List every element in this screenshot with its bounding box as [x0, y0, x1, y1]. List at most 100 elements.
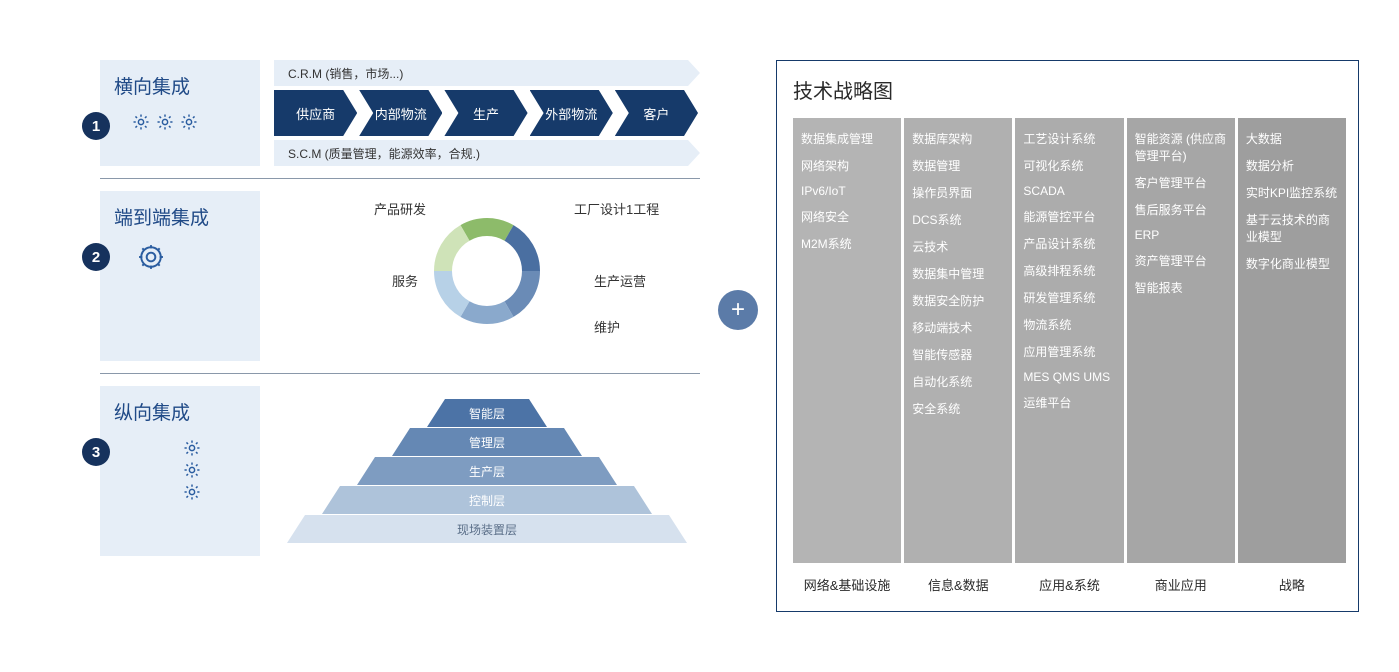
pyramid-layer: 控制层 — [322, 486, 652, 514]
tech-column-body: 大数据数据分析实时KPI监控系统基于云技术的商业模型数字化商业模型 — [1238, 118, 1346, 563]
tech-item: 物流系统 — [1023, 316, 1115, 333]
chev-step: 供应商 — [274, 90, 357, 136]
gear-icon — [132, 113, 150, 131]
chev-step: 内部物流 — [359, 90, 442, 136]
tech-item: 可视化系统 — [1023, 157, 1115, 174]
tech-item: 数据分析 — [1246, 157, 1338, 174]
tech-item: 数据集成管理 — [801, 130, 893, 147]
tech-item: IPv6/IoT — [801, 184, 893, 198]
tech-grid: 数据集成管理网络架构IPv6/IoT网络安全M2M系统网络&基础设施数据库架构数… — [793, 118, 1346, 599]
tech-column-body: 数据集成管理网络架构 IPv6/IoT 网络安全 M2M系统 — [793, 118, 901, 563]
tech-column-label: 战略 — [1238, 569, 1346, 599]
row1-label: 1 横向集成 — [100, 60, 260, 166]
tech-column-body: 数据库架构数据管理操作员界面 DCS系统云技术数据集中管理数据安全防护移动端技术智… — [904, 118, 1012, 563]
row2-label: 2 端到端集成 — [100, 191, 260, 361]
row1-content: C.R.M (销售，市场...) 供应商 内部物流 生产 外部物流 客户 S.C… — [274, 60, 700, 166]
row3-gears — [114, 439, 246, 501]
diagram-root: 1 横向集成 C.R.M (销售，市场...) 供应商 内部物流 生产 外部物流… — [0, 0, 1399, 672]
row-end-to-end: 2 端到端集成 产品研发 工厂 — [100, 191, 700, 361]
tech-strategy-title: 技术战略图 — [793, 75, 1346, 104]
row-horizontal-integration: 1 横向集成 C.R.M (销售，市场...) 供应商 内部物流 生产 外部物流… — [100, 60, 700, 166]
tech-item: 操作员界面 — [912, 184, 1004, 201]
tech-item: DCS系统 — [912, 211, 1004, 228]
chev-step: 客户 — [615, 90, 698, 136]
tech-item: 大数据 — [1246, 130, 1338, 147]
pyramid-layer: 现场装置层 — [287, 515, 687, 543]
row-vertical-integration: 3 纵向集成 智能层管理层生产层控制层现场装置层 — [100, 386, 700, 556]
pyramid-layer: 智能层 — [427, 399, 547, 427]
divider — [100, 178, 700, 179]
tech-item: 资产管理平台 — [1135, 252, 1227, 269]
cycle-label-r: 生产运营 — [594, 271, 646, 290]
chevron-flow: 供应商 内部物流 生产 外部物流 客户 — [274, 90, 700, 136]
scm-band: S.C.M (质量管理，能源效率，合规.) — [274, 140, 700, 166]
cycle-label-br: 维护 — [594, 317, 620, 336]
plus-connector: + — [718, 60, 758, 330]
gear-icon — [138, 244, 164, 270]
row1-gears — [114, 113, 246, 131]
tech-item: 云技术 — [912, 238, 1004, 255]
tech-item: 智能传感器 — [912, 346, 1004, 363]
row2-number-badge: 2 — [82, 243, 110, 271]
crm-band: C.R.M (销售，市场...) — [274, 60, 700, 86]
pyramid-layer: 管理层 — [392, 428, 582, 456]
tech-column-label: 网络&基础设施 — [793, 569, 901, 599]
plus-icon: + — [718, 290, 758, 330]
pyramid-layer: 生产层 — [357, 457, 617, 485]
tech-item: 工艺设计系统 — [1023, 130, 1115, 147]
tech-item: 客户管理平台 — [1135, 174, 1227, 191]
row3-label: 3 纵向集成 — [100, 386, 260, 556]
pyramid: 智能层管理层生产层控制层现场装置层 — [274, 399, 700, 543]
tech-column: 工艺设计系统可视化系统SCADA能源管控平台产品设计系统高级排程系统研发管理系统… — [1015, 118, 1123, 599]
tech-item: 网络安全 — [801, 208, 893, 225]
tech-column-body: 智能资源 (供应商管理平台)客户管理平台售后服务平台ERP资产管理平台智能报表 — [1127, 118, 1235, 563]
tech-item: 移动端技术 — [912, 319, 1004, 336]
right-panel: 技术战略图 数据集成管理网络架构 IPv6/IoT 网络安全 M2M系统网络&基础设施… — [776, 60, 1359, 612]
row3-content: 智能层管理层生产层控制层现场装置层 — [274, 386, 700, 556]
row1-title: 横向集成 — [114, 72, 246, 99]
tech-item: 基于云技术的商业模型 — [1246, 211, 1338, 245]
tech-item: 数据集中管理 — [912, 265, 1004, 282]
tech-item: 高级排程系统 — [1023, 262, 1115, 279]
cycle-label-tl: 产品研发 — [374, 199, 426, 218]
gear-icon — [183, 483, 201, 501]
row1-number-badge: 1 — [82, 112, 110, 140]
gear-icon — [183, 461, 201, 479]
row2-content: 产品研发 工厂设计1工程 生产运营 维护 服务 — [274, 191, 700, 351]
tech-item: 智能报表 — [1135, 279, 1227, 296]
gear-icon — [183, 439, 201, 457]
tech-item: 售后服务平台 — [1135, 201, 1227, 218]
chev-step: 生产 — [444, 90, 527, 136]
tech-item: 智能资源 (供应商管理平台) — [1135, 130, 1227, 164]
tech-item: 自动化系统 — [912, 373, 1004, 390]
gear-icon — [180, 113, 198, 131]
tech-item: 数据安全防护 — [912, 292, 1004, 309]
tech-item: 数据管理 — [912, 157, 1004, 174]
tech-item: 研发管理系统 — [1023, 289, 1115, 306]
tech-item: 安全系统 — [912, 400, 1004, 417]
tech-column-label: 信息&数据 — [904, 569, 1012, 599]
left-panel: 1 横向集成 C.R.M (销售，市场...) 供应商 内部物流 生产 外部物流… — [100, 60, 700, 556]
tech-column: 智能资源 (供应商管理平台)客户管理平台售后服务平台ERP资产管理平台智能报表商… — [1127, 118, 1235, 599]
row3-number-badge: 3 — [82, 438, 110, 466]
tech-column: 数据库架构数据管理操作员界面 DCS系统云技术数据集中管理数据安全防护移动端技术智… — [904, 118, 1012, 599]
tech-item: SCADA — [1023, 184, 1115, 198]
row3-title: 纵向集成 — [114, 398, 246, 425]
divider — [100, 373, 700, 374]
tech-item: 实时KPI监控系统 — [1246, 184, 1338, 201]
cycle-label-tr: 工厂设计1工程 — [574, 199, 659, 218]
tech-column: 大数据数据分析实时KPI监控系统基于云技术的商业模型数字化商业模型战略 — [1238, 118, 1346, 599]
tech-item: 数据库架构 — [912, 130, 1004, 147]
tech-item: M2M系统 — [801, 235, 893, 252]
tech-column-body: 工艺设计系统可视化系统SCADA能源管控平台产品设计系统高级排程系统研发管理系统… — [1015, 118, 1123, 563]
tech-column: 数据集成管理网络架构 IPv6/IoT 网络安全 M2M系统网络&基础设施 — [793, 118, 901, 599]
tech-item: 能源管控平台 — [1023, 208, 1115, 225]
tech-item: 应用管理系统 — [1023, 343, 1115, 360]
chev-step: 外部物流 — [530, 90, 613, 136]
tech-item: 运维平台 — [1023, 394, 1115, 411]
row2-title: 端到端集成 — [114, 203, 246, 230]
gear-icon — [156, 113, 174, 131]
tech-item: MES QMS UMS — [1023, 370, 1115, 384]
tech-item: 网络架构 — [801, 157, 893, 174]
tech-item: 数字化商业模型 — [1246, 255, 1338, 272]
